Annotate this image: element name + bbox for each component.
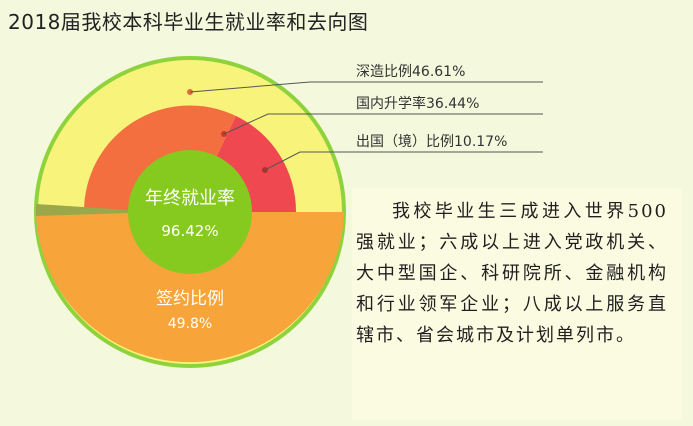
chart-title: 2018届我校本科毕业生就业率和去向图 <box>8 10 369 34</box>
center-value: 96.42% <box>161 222 218 240</box>
callout-label-domestic: 国内升学率36.44% <box>356 95 479 112</box>
description-text: 我校毕业生三成进入世界500强就业；六成以上进入党政机关、大中型国企、科研院所、… <box>356 201 668 346</box>
callout-line-3 <box>264 151 543 171</box>
center-circle <box>128 150 252 274</box>
signed-value: 49.8% <box>168 316 212 332</box>
signed-label: 签约比例 <box>156 289 224 309</box>
description-panel <box>352 188 682 420</box>
callout-label-further-study: 深造比例46.61% <box>356 64 465 80</box>
center-label: 年终就业率 <box>145 188 235 209</box>
callout-label-abroad: 出国（境）比例10.17% <box>356 134 507 150</box>
callout-line-1 <box>189 81 543 93</box>
signed-slice <box>35 204 344 363</box>
callout-line-2 <box>223 113 543 135</box>
